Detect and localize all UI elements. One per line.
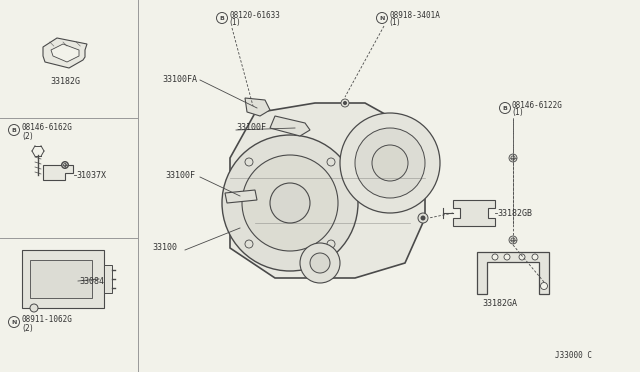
- Text: (1): (1): [512, 109, 523, 118]
- Text: (1): (1): [229, 19, 240, 28]
- Polygon shape: [230, 103, 425, 278]
- Circle shape: [519, 254, 525, 260]
- Text: 08120-61633: 08120-61633: [229, 10, 280, 19]
- Circle shape: [492, 254, 498, 260]
- Text: B: B: [12, 128, 17, 132]
- Circle shape: [327, 240, 335, 248]
- Circle shape: [327, 158, 335, 166]
- Text: 33182GB: 33182GB: [497, 208, 532, 218]
- Circle shape: [216, 13, 227, 23]
- Polygon shape: [245, 98, 270, 116]
- Circle shape: [245, 240, 253, 248]
- Circle shape: [509, 154, 517, 162]
- Polygon shape: [43, 165, 73, 180]
- Text: B: B: [220, 16, 225, 20]
- Polygon shape: [477, 252, 549, 294]
- Circle shape: [504, 254, 510, 260]
- Circle shape: [372, 145, 408, 181]
- Circle shape: [420, 215, 426, 221]
- Polygon shape: [453, 200, 495, 226]
- Polygon shape: [225, 190, 257, 203]
- Circle shape: [300, 243, 340, 283]
- Text: (1): (1): [389, 19, 400, 28]
- Circle shape: [343, 101, 347, 105]
- Text: 08146-6122G: 08146-6122G: [512, 100, 563, 109]
- Text: 08918-3401A: 08918-3401A: [389, 10, 440, 19]
- Text: (2): (2): [22, 131, 33, 141]
- Circle shape: [499, 103, 511, 113]
- Text: 33100: 33100: [152, 244, 177, 253]
- Text: N: N: [380, 16, 385, 20]
- Polygon shape: [43, 38, 87, 68]
- Circle shape: [376, 13, 387, 23]
- Text: 33100F: 33100F: [236, 124, 266, 132]
- Circle shape: [532, 254, 538, 260]
- Circle shape: [8, 125, 19, 135]
- Circle shape: [541, 282, 547, 289]
- Circle shape: [341, 99, 349, 107]
- Circle shape: [8, 317, 19, 327]
- Circle shape: [340, 113, 440, 213]
- Circle shape: [355, 128, 425, 198]
- Circle shape: [509, 236, 517, 244]
- Circle shape: [62, 162, 68, 168]
- Text: 33084: 33084: [79, 276, 104, 285]
- Circle shape: [30, 304, 38, 312]
- Text: 08146-6162G: 08146-6162G: [22, 124, 73, 132]
- Text: (2): (2): [22, 324, 33, 333]
- Circle shape: [61, 161, 68, 169]
- Bar: [22, 250, 104, 308]
- Circle shape: [245, 158, 253, 166]
- Text: 08911-1062G: 08911-1062G: [22, 315, 73, 324]
- Text: N: N: [12, 320, 17, 324]
- Polygon shape: [51, 44, 79, 62]
- Circle shape: [418, 213, 428, 223]
- Bar: [104, 265, 112, 293]
- Circle shape: [242, 155, 338, 251]
- Bar: [30, 260, 92, 298]
- Text: J33000 C: J33000 C: [555, 351, 592, 360]
- Circle shape: [270, 183, 310, 223]
- Text: 33100F: 33100F: [165, 170, 195, 180]
- Polygon shape: [270, 116, 310, 136]
- Text: 33182G: 33182G: [50, 77, 80, 86]
- Text: B: B: [502, 106, 508, 110]
- Text: 31037X: 31037X: [76, 170, 106, 180]
- Text: 33182GA: 33182GA: [482, 299, 517, 308]
- Circle shape: [222, 135, 358, 271]
- Circle shape: [310, 253, 330, 273]
- Text: 33100FA: 33100FA: [162, 76, 197, 84]
